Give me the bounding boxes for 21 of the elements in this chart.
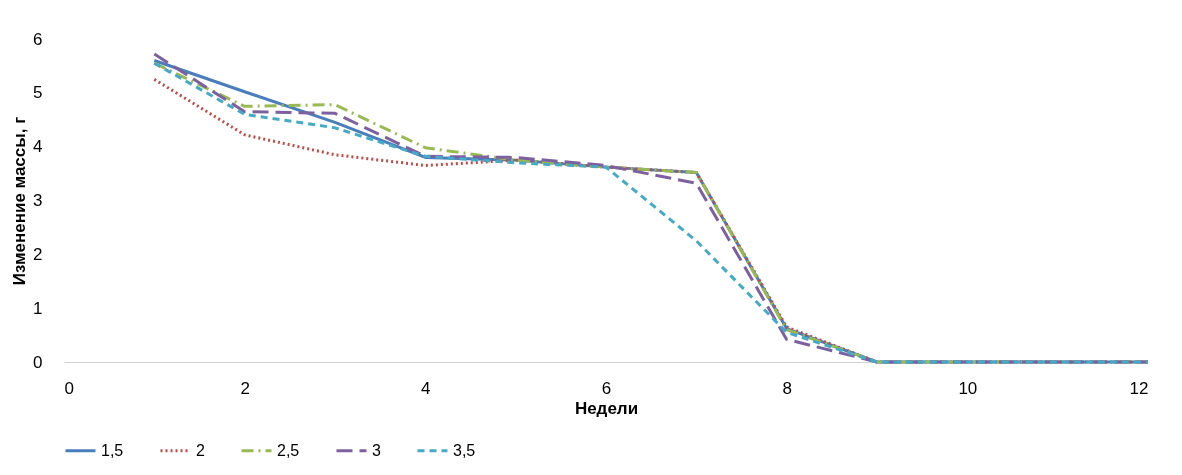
y-tick-label: 6 (33, 29, 43, 49)
legend-label: 3,5 (453, 441, 476, 459)
legend-label: 1,5 (101, 441, 124, 459)
legend-label: 3 (372, 441, 381, 459)
x-tick-label: 10 (958, 378, 978, 398)
y-tick-label: 5 (33, 83, 43, 103)
x-tick-label: 4 (421, 378, 431, 398)
y-tick-label: 4 (33, 137, 43, 157)
x-tick-label: 6 (601, 378, 612, 398)
y-tick-label: 1 (33, 298, 43, 318)
y-tick-label: 3 (33, 191, 43, 210)
x-tick-label: 8 (782, 378, 792, 398)
x-tick-label: 2 (240, 378, 250, 398)
y-tick-label: 2 (33, 244, 43, 264)
x-tick-label: 0 (64, 378, 74, 398)
legend-label: 2 (196, 441, 205, 459)
legend-label: 2,5 (277, 441, 300, 459)
x-axis-title: Недели (574, 398, 639, 418)
y-tick-label: 0 (33, 352, 43, 372)
y-axis-title: Изменение массы, г (10, 116, 30, 286)
x-tick-label: 12 (1129, 378, 1149, 398)
